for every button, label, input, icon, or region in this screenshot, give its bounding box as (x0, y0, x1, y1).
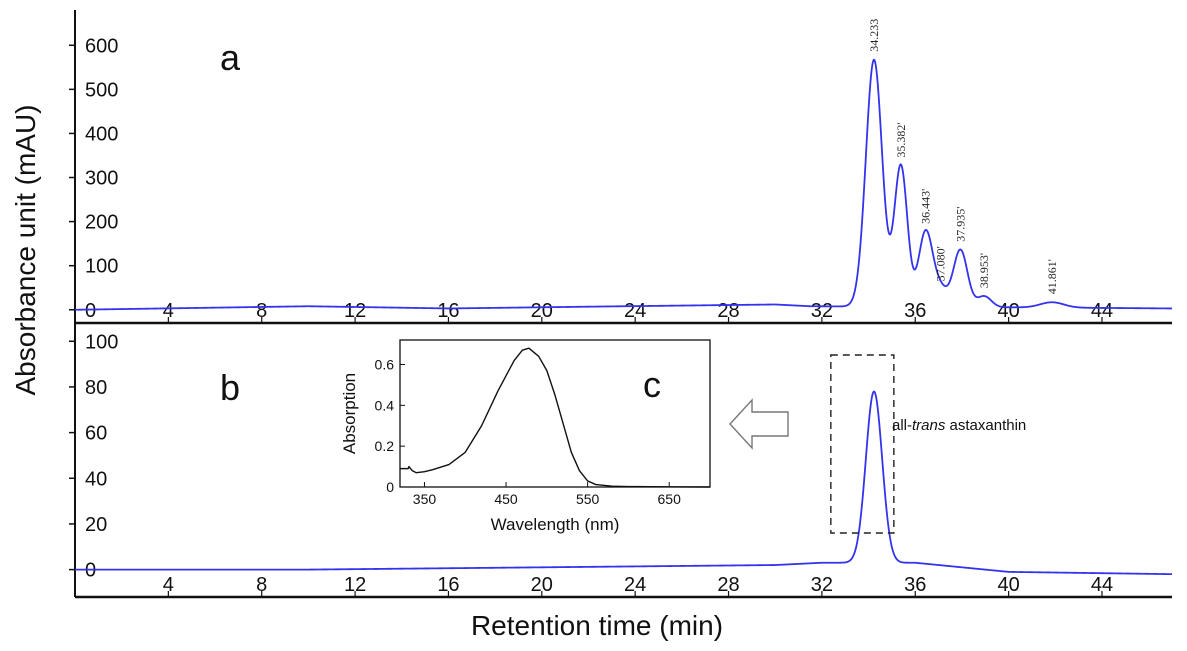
y-tick-label: 100 (85, 256, 118, 278)
y-tick-label: 80 (85, 377, 107, 399)
peak-time-label: 34.233 (867, 19, 881, 52)
panel-a: 0 100 200 300 400 500 600 4 8 12 16 20 24 28 32 36 40 44 a… (69, 10, 1172, 325)
y-tick-label: 100 (85, 331, 118, 353)
x-axis-title: Retention time (min) (471, 610, 723, 641)
y-tick-label: 0 (85, 300, 96, 322)
peak-time-label: 41.861' (1045, 259, 1059, 294)
panel-label-c: c (643, 364, 661, 405)
y-tick-label: 20 (85, 514, 107, 536)
x-tick-label: 4 (163, 300, 174, 322)
inset-y-axis-label: Absorption (340, 373, 359, 454)
astaxanthin-annotation: all-trans astaxanthin (892, 417, 1026, 434)
x-tick-label: 36 (904, 574, 926, 596)
absorption-spectrum-line (400, 347, 711, 488)
x-tick-label: 8 (256, 574, 267, 596)
y-tick-label: 40 (85, 468, 107, 490)
inset-x-tick-label: 650 (658, 491, 682, 507)
inset-y-tick-label: 0 (386, 479, 394, 495)
x-tick-label: 28 (717, 300, 739, 322)
y-tick-label: 0 (85, 560, 96, 582)
x-tick-label: 40 (997, 574, 1019, 596)
y-tick-label: 600 (85, 35, 118, 57)
panel-c-inset: 0 0.2 0.4 0.6 350 450 550 650 Wavelength (nm) Abs… (340, 339, 711, 534)
peak-time-label: 38.953' (977, 253, 991, 288)
arrow-to-inset (729, 398, 789, 450)
panel-b: 0 20 40 60 80 100 4 8 12 16 20 24 28 32 36 40 44 b all-tra… (69, 323, 1173, 599)
x-tick-label: 12 (344, 300, 366, 322)
y-tick-label: 300 (85, 168, 118, 190)
peak-time-label: 37.935' (953, 207, 967, 242)
x-tick-label: 16 (437, 574, 459, 596)
x-tick-label: 44 (1091, 574, 1113, 596)
peak-time-label: 37.080' (933, 246, 947, 281)
panel-label-b: b (220, 367, 240, 408)
x-tick-label: 40 (997, 300, 1019, 322)
x-tick-label: 24 (624, 300, 646, 322)
inset-y-tick-label: 0.6 (375, 357, 395, 373)
x-tick-label: 4 (163, 574, 174, 596)
y-tick-label: 60 (85, 423, 107, 445)
peak-time-label: 35.382' (894, 122, 908, 157)
x-tick-label: 20 (531, 574, 553, 596)
chromatogram-trace (74, 58, 1172, 311)
panel-label-a: a (220, 37, 241, 78)
x-tick-label: 12 (344, 574, 366, 596)
y-tick-label: 400 (85, 123, 118, 145)
x-tick-label: 32 (811, 300, 833, 322)
y-tick-label: 200 (85, 212, 118, 234)
x-tick-label: 44 (1091, 300, 1113, 322)
x-tick-label: 8 (256, 300, 267, 322)
y-axis-title: Absorbance unit (mAU) (10, 104, 41, 395)
inset-x-tick-label: 450 (494, 491, 518, 507)
y-tick-label: 500 (85, 79, 118, 101)
chromatogram-trace (75, 390, 1173, 576)
inset-x-tick-label: 550 (576, 491, 600, 507)
inset-x-axis-label: Wavelength (nm) (491, 515, 620, 534)
x-tick-label: 16 (437, 300, 459, 322)
x-tick-label: 28 (717, 574, 739, 596)
x-tick-label: 36 (904, 300, 926, 322)
x-tick-label: 24 (624, 574, 646, 596)
inset-x-tick-label: 350 (413, 491, 437, 507)
inset-y-tick-label: 0.4 (375, 397, 395, 413)
x-tick-label: 32 (811, 574, 833, 596)
peak-time-label: 36.443' (919, 189, 933, 224)
inset-y-tick-label: 0.2 (375, 438, 395, 454)
x-tick-label: 20 (531, 300, 553, 322)
figure-labels: Retention time (min) Absorbance unit (mAU… (10, 104, 723, 641)
